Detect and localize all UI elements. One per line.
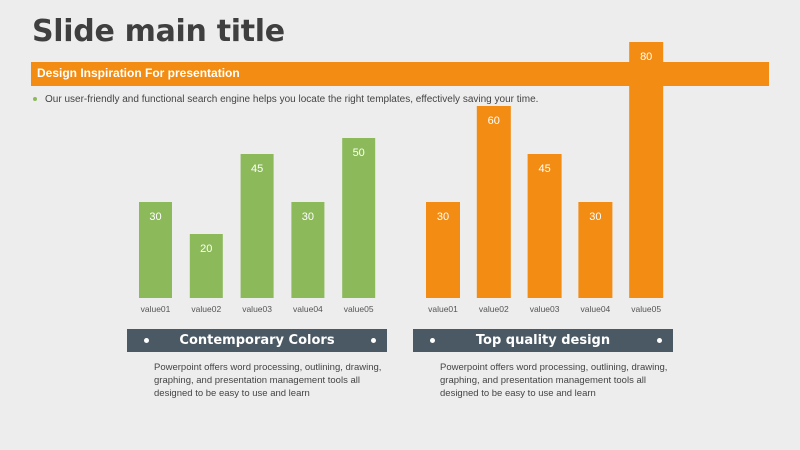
bullet-text: Our user-friendly and functional search … — [45, 94, 539, 105]
data-label: 60 — [488, 115, 500, 127]
bar — [578, 202, 613, 298]
panel-label-text: Contemporary Colors — [179, 333, 335, 348]
slide-title: Slide main title — [32, 14, 285, 49]
panel-label-contemporary-colors: Contemporary Colors — [127, 329, 387, 352]
data-label: 45 — [251, 163, 263, 175]
bar — [342, 138, 376, 298]
category-label: value04 — [581, 304, 611, 314]
chart-2: 30 value01 60 value02 45 value03 30 value04 80 va… — [426, 42, 664, 314]
banner-text: Design Inspiration For presentation — [37, 66, 240, 80]
bar — [629, 42, 664, 298]
panel-description: Powerpoint offers word processing, outli… — [440, 362, 668, 399]
right-dot-icon — [371, 338, 376, 343]
data-label: 80 — [640, 51, 652, 63]
data-label: 30 — [149, 211, 161, 223]
bar — [240, 154, 274, 298]
data-label: 45 — [538, 163, 550, 175]
panel-label-top-quality-design: Top quality design — [413, 329, 673, 352]
category-label: value03 — [530, 304, 560, 314]
category-label: value05 — [631, 304, 661, 314]
bar — [426, 202, 460, 298]
left-dot-icon — [144, 338, 149, 343]
bullet-dot-icon — [33, 97, 37, 102]
bar — [139, 202, 172, 298]
data-label: 30 — [302, 211, 314, 223]
right-dot-icon — [657, 338, 662, 343]
data-label: 30 — [437, 211, 449, 223]
bullet-item: Our user-friendly and functional search … — [33, 94, 538, 105]
data-label: 30 — [589, 211, 601, 223]
left-dot-icon — [430, 338, 435, 343]
panel-label-text: Top quality design — [475, 333, 611, 348]
bar — [291, 202, 325, 298]
category-label: value01 — [141, 304, 171, 314]
bar — [476, 106, 511, 298]
category-label: value05 — [344, 304, 374, 314]
category-label: value03 — [242, 304, 272, 314]
bar — [527, 154, 562, 298]
category-label: value02 — [191, 304, 221, 314]
panel-description: Powerpoint offers word processing, outli… — [154, 362, 382, 399]
data-label: 50 — [353, 147, 365, 159]
category-label: value04 — [293, 304, 323, 314]
category-label: value01 — [428, 304, 458, 314]
chart-1: 30 value01 20 value02 45 value03 30 value04 50 va… — [139, 138, 376, 314]
category-label: value02 — [479, 304, 509, 314]
data-label: 20 — [200, 243, 212, 255]
bar — [189, 234, 223, 298]
